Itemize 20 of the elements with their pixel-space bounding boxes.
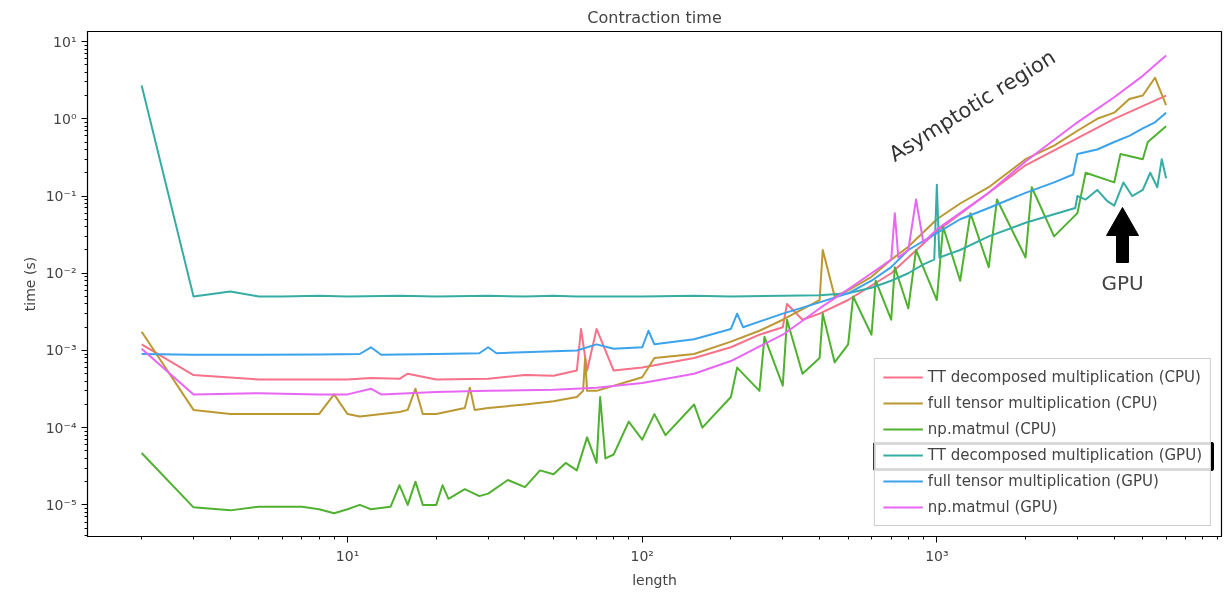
- y-tick-label: 10⁻³: [45, 342, 77, 359]
- y-tick-label: 10⁻⁴: [45, 419, 77, 436]
- y-tick-label: 10⁻⁵: [45, 496, 77, 513]
- legend-label: full tensor multiplication (CPU): [927, 393, 1158, 413]
- x-tick-label: 10¹: [335, 547, 360, 564]
- y-tick-label: 10¹: [53, 33, 77, 50]
- y-tick-label: 10⁰: [53, 110, 77, 127]
- annotation: GPU: [1101, 270, 1144, 295]
- y-tick-label: 10⁻²: [45, 265, 77, 282]
- x-tick-label: 10²: [630, 547, 654, 564]
- legend-label: TT decomposed multiplication (CPU): [927, 367, 1201, 387]
- y-tick-label: 10⁻¹: [45, 188, 77, 205]
- legend-label: np.matmul (CPU): [927, 419, 1057, 439]
- legend-label: TT decomposed multiplication (GPU): [927, 445, 1202, 465]
- x-axis-title: length: [632, 571, 677, 588]
- legend-label: full tensor multiplication (GPU): [927, 471, 1159, 491]
- x-tick-label: 10³: [925, 547, 949, 564]
- legend-label: np.matmul (GPU): [927, 497, 1058, 517]
- chart-title: Contraction time: [587, 7, 722, 27]
- y-axis-title: time (s): [21, 256, 38, 312]
